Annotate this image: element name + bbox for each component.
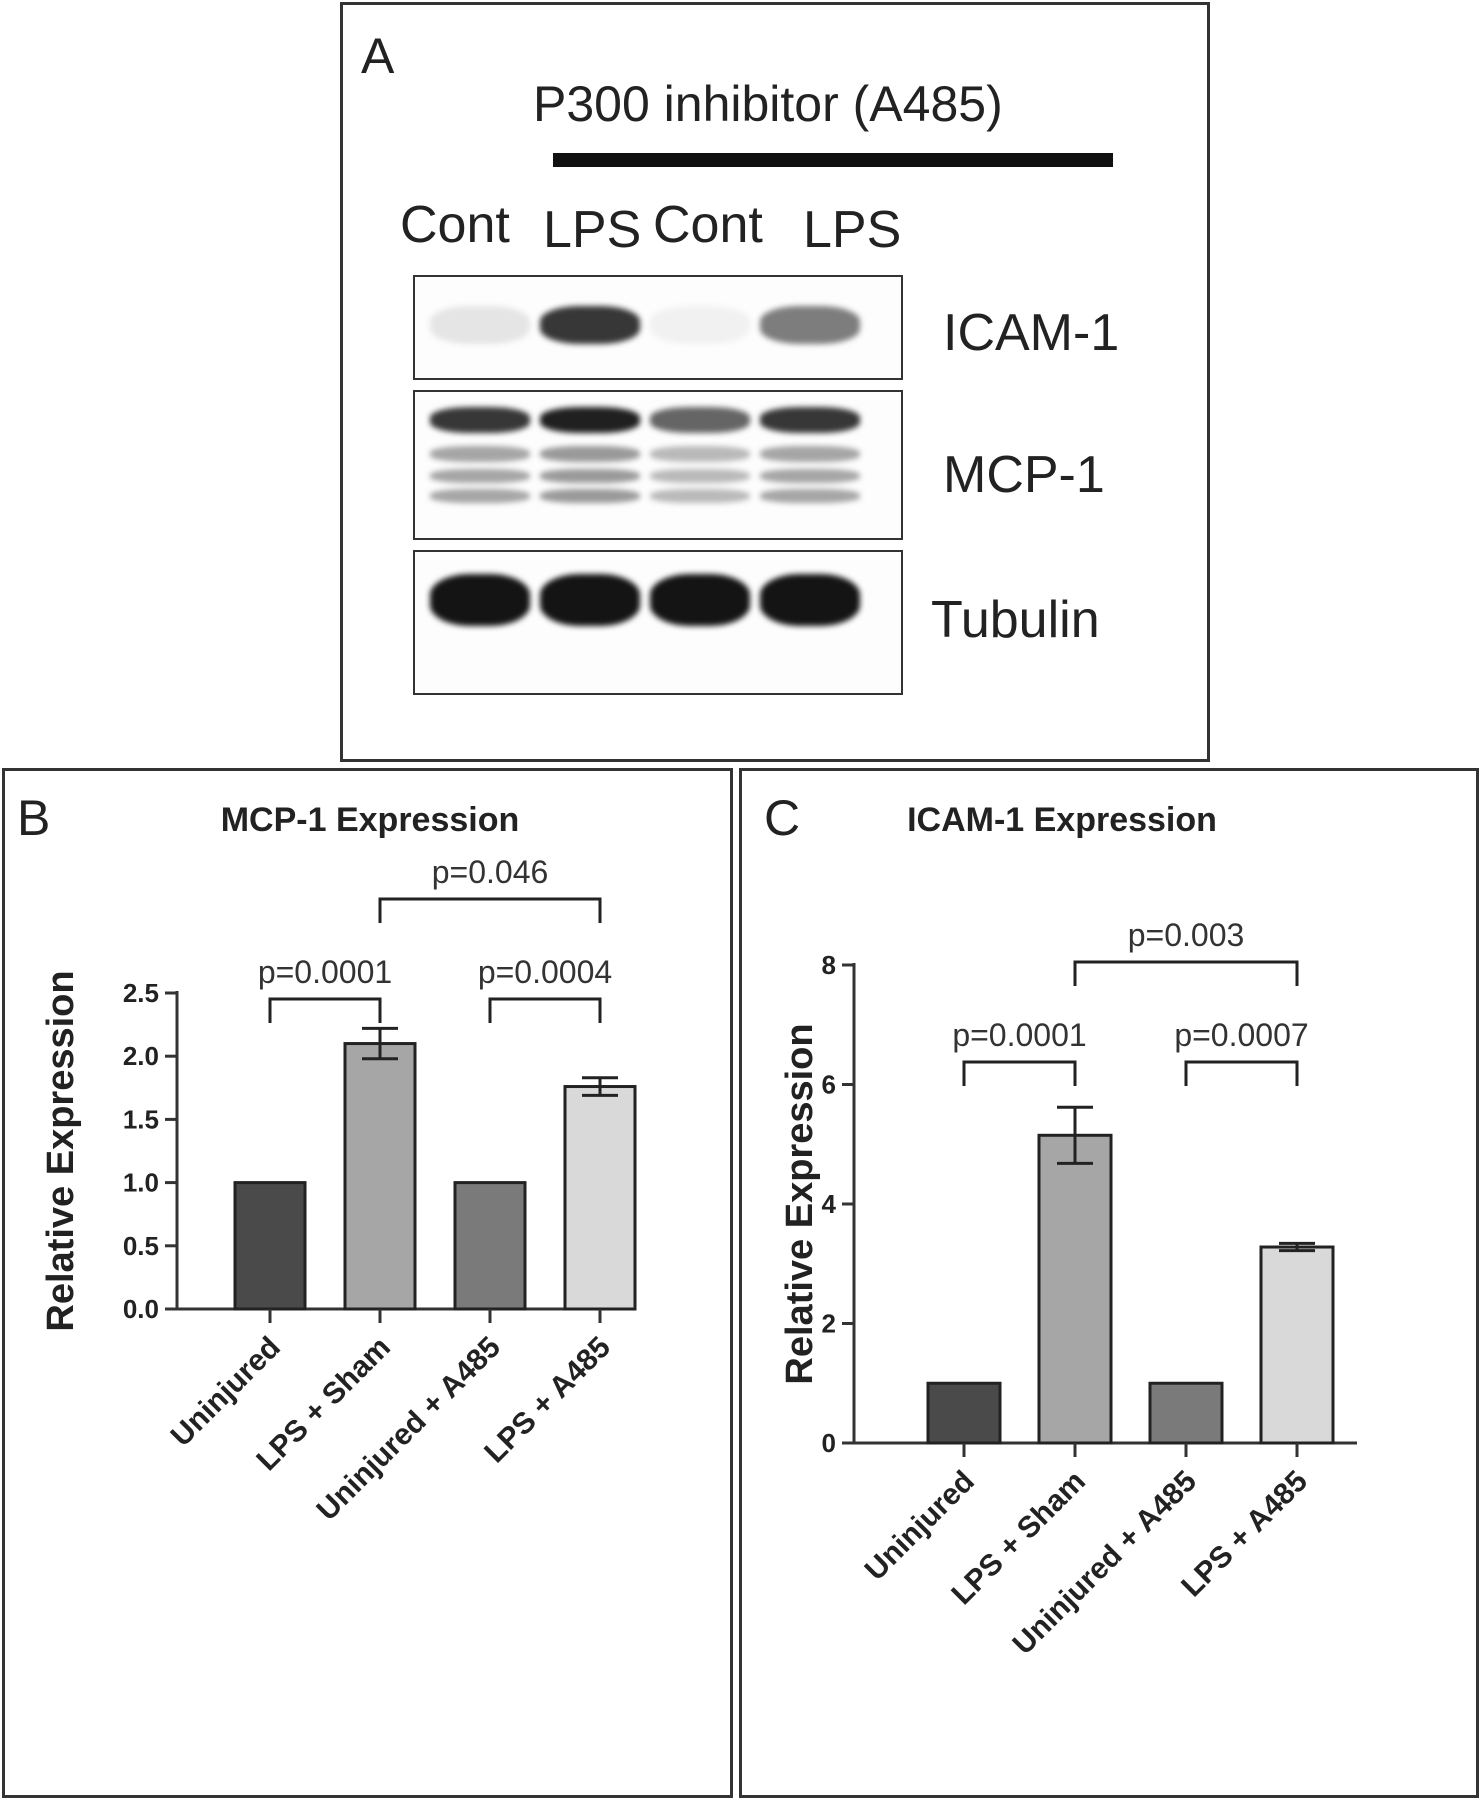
chart-title: MCP-1 Expression — [221, 801, 520, 839]
y-tick-label-5: 2.0 — [123, 1041, 159, 1071]
lane-label-3: Cont — [653, 196, 763, 254]
inhibitor-label: P300 inhibitor (A485) — [533, 76, 1003, 132]
panel-c-icam-1-chart: C ICAM-1 Expression Relative Expression 0 2… — [739, 768, 1479, 1798]
x-category-label-3: Uninjured + A485 — [311, 1331, 507, 1527]
bar-2 — [1037, 1133, 1113, 1445]
band-blot-2-row-2-lane-1 — [430, 446, 530, 462]
y-tick-label-5: 8 — [822, 950, 836, 980]
p-value-label-1: p=0.0001 — [258, 954, 392, 990]
band-blot-2-row-2-lane-4 — [760, 446, 860, 462]
blot-tubulin — [413, 550, 903, 695]
band-blot-2-row-3-lane-4 — [760, 469, 860, 483]
bar-4 — [563, 1085, 637, 1311]
y-tick-label-2: 2 — [822, 1309, 836, 1339]
bar-3 — [453, 1181, 527, 1311]
p-value-label-2: p=0.0007 — [1174, 1017, 1308, 1053]
y-tick-label-2: 0.5 — [123, 1231, 159, 1261]
band-blot-1-row-1-lane-1 — [430, 306, 530, 344]
y-axis-label: Relative Expression — [40, 970, 82, 1331]
blot-label-icam-1: ICAM-1 — [943, 304, 1120, 362]
band-blot-2-row-4-lane-2 — [540, 489, 640, 503]
lane-label-4: LPS — [803, 201, 902, 259]
bar-4 — [1259, 1245, 1335, 1445]
band-blot-3-row-1-lane-1 — [430, 574, 530, 626]
y-axis-label: Relative Expression — [779, 1023, 821, 1384]
comparison-bracket-3 — [1073, 960, 1299, 986]
chart-title: ICAM-1 Expression — [907, 801, 1217, 839]
comparison-bracket-1 — [962, 1060, 1077, 1086]
x-category-label-1: Uninjured — [859, 1465, 981, 1587]
p-value-label-2: p=0.0004 — [478, 954, 612, 990]
lane-label-1: Cont — [400, 196, 510, 254]
panel-a-western-blot: A P300 inhibitor (A485) Cont LPS Cont LP… — [340, 2, 1210, 762]
icam-1-bar-chart: ICAM-1 Expression Relative Expression 0 2 4 6… — [779, 801, 1357, 1661]
blot-label-mcp-1: MCP-1 — [943, 446, 1105, 504]
band-blot-3-row-1-lane-4 — [760, 574, 860, 626]
bar-1 — [926, 1381, 1002, 1445]
inhibitor-bar — [553, 153, 1113, 167]
panel-b-mcp-1-chart: B MCP-1 Expression Relative Expression 0.0… — [2, 768, 733, 1798]
comparison-bracket-2 — [1184, 1060, 1299, 1086]
comparison-bracket-1 — [268, 997, 382, 1023]
y-tick-label-6: 2.5 — [123, 978, 159, 1008]
x-category-label-3: Uninjured + A485 — [1007, 1465, 1203, 1661]
bar-2 — [343, 1042, 417, 1311]
y-tick-label-1: 0 — [822, 1428, 836, 1458]
band-blot-2-row-2-lane-3 — [650, 446, 750, 462]
band-blot-1-row-1-lane-4 — [760, 306, 860, 344]
band-blot-2-row-3-lane-1 — [430, 469, 530, 483]
band-blot-3-row-1-lane-3 — [650, 574, 750, 626]
band-blot-1-row-1-lane-2 — [540, 306, 640, 344]
comparison-bracket-2 — [488, 997, 602, 1023]
band-blot-2-row-1-lane-2 — [540, 407, 640, 433]
band-blot-2-row-1-lane-1 — [430, 407, 530, 433]
band-blot-2-row-2-lane-2 — [540, 446, 640, 462]
band-blot-1-row-1-lane-3 — [650, 306, 750, 344]
band-blot-2-row-3-lane-2 — [540, 469, 640, 483]
blot-icam-1 — [413, 275, 903, 380]
panel-c-letter: C — [764, 790, 801, 846]
y-tick-label-3: 4 — [822, 1189, 837, 1219]
p-value-label-3: p=0.046 — [432, 854, 549, 890]
band-blot-2-row-4-lane-1 — [430, 489, 530, 503]
y-tick-label-4: 6 — [822, 1070, 836, 1100]
band-blot-2-row-1-lane-3 — [650, 407, 750, 433]
lane-label-2: LPS — [543, 201, 642, 259]
band-blot-2-row-4-lane-3 — [650, 489, 750, 503]
band-blot-2-row-3-lane-3 — [650, 469, 750, 483]
panel-a-letter: A — [361, 28, 395, 84]
mcp-1-bar-chart: MCP-1 Expression Relative Expression 0.0 0.… — [40, 801, 637, 1527]
panel-b-letter: B — [17, 790, 51, 846]
p-value-label-3: p=0.003 — [1128, 917, 1245, 953]
y-tick-label-4: 1.5 — [123, 1104, 159, 1134]
bar-1 — [233, 1181, 307, 1311]
p-value-label-1: p=0.0001 — [952, 1017, 1086, 1053]
band-blot-2-row-1-lane-4 — [760, 407, 860, 433]
blot-label-tubulin: Tubulin — [931, 591, 1100, 649]
blot-mcp-1 — [413, 390, 903, 540]
band-blot-3-row-1-lane-2 — [540, 574, 640, 626]
bar-3 — [1148, 1381, 1224, 1445]
y-tick-label-3: 1.0 — [123, 1168, 159, 1198]
comparison-bracket-3 — [378, 897, 602, 923]
band-blot-2-row-4-lane-4 — [760, 489, 860, 503]
y-tick-label-1: 0.0 — [123, 1294, 159, 1324]
